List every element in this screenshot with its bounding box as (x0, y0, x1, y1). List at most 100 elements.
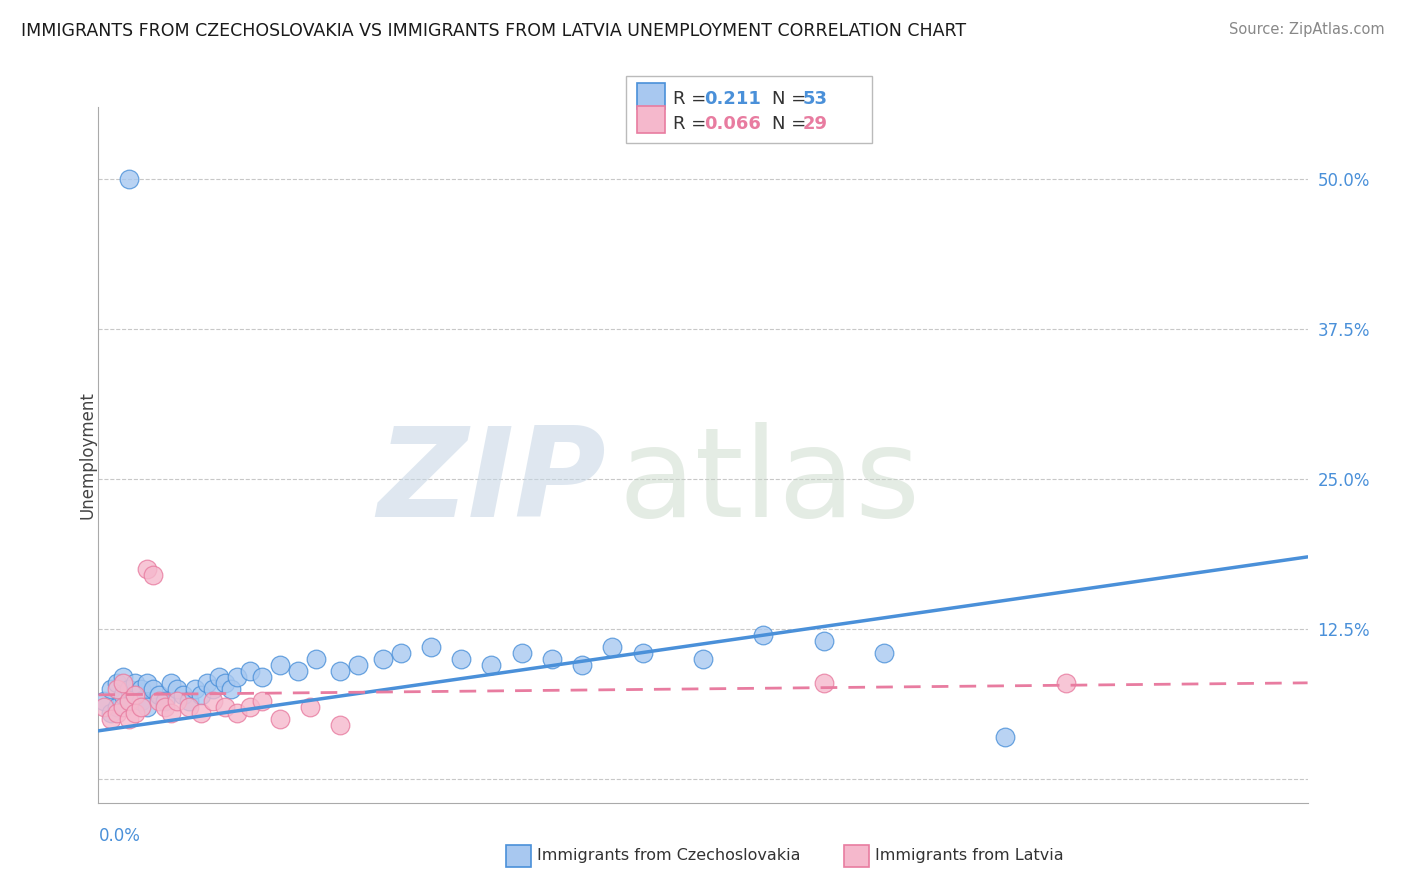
Text: R =: R = (673, 90, 713, 108)
Point (250, 694, 273, 708)
Point (100, 706, 122, 720)
Point (239, 699, 262, 714)
Point (481, 657, 503, 672)
Point (1054, 676, 1077, 690)
Text: 0.211: 0.211 (704, 90, 761, 108)
Point (226, 706, 249, 720)
Point (631, 646, 654, 660)
Point (118, 694, 141, 708)
Point (371, 652, 394, 666)
Point (111, 699, 134, 714)
Point (752, 628, 775, 642)
Point (100, 712, 122, 726)
Point (510, 646, 533, 660)
Point (195, 676, 218, 690)
Point (111, 688, 134, 702)
Point (994, 730, 1017, 744)
Point (202, 681, 225, 696)
Point (105, 681, 128, 696)
Bar (844, 845, 869, 867)
Point (118, 172, 141, 186)
Point (269, 657, 291, 672)
Point (129, 681, 152, 696)
Point (166, 694, 188, 708)
Y-axis label: Unemployment: Unemployment (79, 391, 96, 519)
Text: Immigrants from Czechoslovakia: Immigrants from Czechoslovakia (537, 848, 800, 863)
Bar (506, 845, 531, 867)
Point (250, 670, 273, 684)
Point (142, 567, 165, 582)
Point (148, 688, 170, 702)
Point (124, 706, 146, 720)
Point (160, 676, 183, 690)
Point (873, 646, 896, 660)
Point (299, 699, 322, 714)
Point (135, 562, 157, 576)
Bar (637, 106, 665, 133)
Point (221, 681, 243, 696)
Point (153, 694, 176, 708)
Text: 29: 29 (803, 115, 828, 133)
Point (269, 712, 291, 726)
Bar (637, 83, 665, 110)
Point (208, 670, 231, 684)
Point (148, 694, 170, 708)
Point (450, 652, 472, 666)
Point (160, 706, 183, 720)
Point (239, 664, 262, 678)
Text: 0.066: 0.066 (704, 115, 761, 133)
Point (111, 676, 134, 690)
Text: N =: N = (772, 115, 811, 133)
Text: 0.0%: 0.0% (98, 827, 141, 845)
Point (184, 681, 207, 696)
Point (813, 633, 835, 648)
Point (420, 640, 443, 654)
Text: ZIP: ZIP (378, 422, 606, 543)
Point (692, 652, 714, 666)
Point (540, 652, 562, 666)
Point (190, 706, 212, 720)
Point (118, 681, 141, 696)
Point (190, 688, 212, 702)
Point (329, 664, 352, 678)
Point (214, 676, 236, 690)
Point (124, 676, 146, 690)
Point (179, 694, 201, 708)
Point (226, 670, 249, 684)
Point (329, 718, 352, 732)
Bar (626, 76, 872, 143)
Text: atlas: atlas (619, 422, 921, 543)
Point (111, 670, 134, 684)
Point (118, 694, 141, 708)
Point (166, 681, 188, 696)
Point (93, 694, 115, 708)
Text: 53: 53 (803, 90, 828, 108)
Point (389, 646, 412, 660)
Point (100, 681, 122, 696)
Text: IMMIGRANTS FROM CZECHOSLOVAKIA VS IMMIGRANTS FROM LATVIA UNEMPLOYMENT CORRELATIO: IMMIGRANTS FROM CZECHOSLOVAKIA VS IMMIGR… (21, 22, 966, 40)
Point (214, 699, 236, 714)
Point (105, 706, 128, 720)
Point (105, 676, 128, 690)
Point (129, 694, 152, 708)
Point (135, 676, 157, 690)
Text: N =: N = (772, 90, 811, 108)
Point (202, 694, 225, 708)
Point (287, 664, 309, 678)
Text: R =: R = (673, 115, 713, 133)
Point (602, 640, 624, 654)
Point (305, 652, 328, 666)
Point (813, 676, 835, 690)
Text: Immigrants from Latvia: Immigrants from Latvia (875, 848, 1063, 863)
Point (571, 657, 593, 672)
Point (93, 699, 115, 714)
Point (179, 699, 201, 714)
Point (135, 699, 157, 714)
Point (129, 699, 152, 714)
Point (124, 688, 146, 702)
Point (172, 688, 194, 702)
Point (105, 699, 128, 714)
Point (153, 699, 176, 714)
Point (142, 681, 165, 696)
Text: Source: ZipAtlas.com: Source: ZipAtlas.com (1229, 22, 1385, 37)
